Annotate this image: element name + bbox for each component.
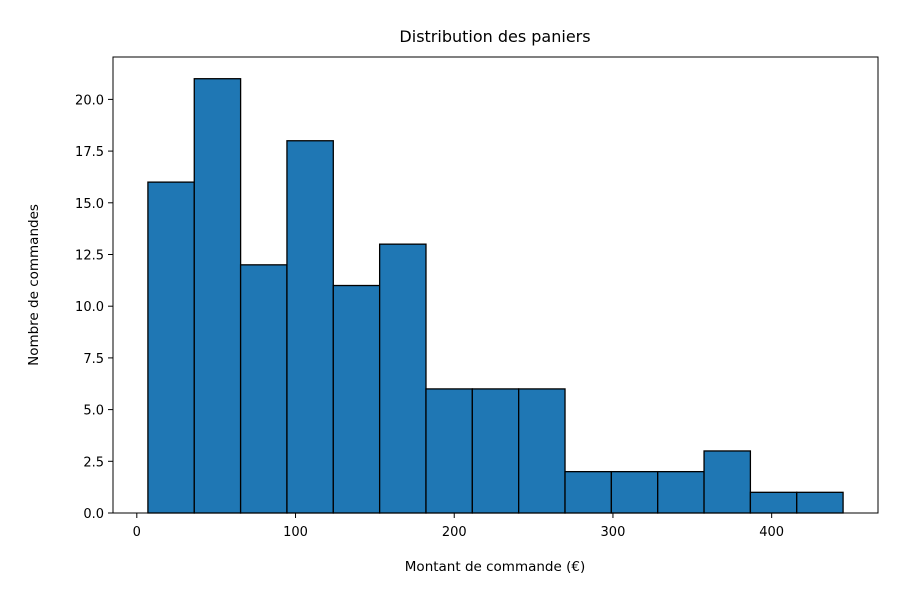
histogram-bar bbox=[147, 181, 195, 514]
histogram-bar bbox=[703, 450, 752, 514]
y-tick-label: 15.0 bbox=[75, 197, 104, 212]
histogram-bar bbox=[332, 284, 381, 514]
y-tick-label: 5.0 bbox=[83, 404, 104, 419]
histogram-bar bbox=[749, 491, 798, 514]
histogram-bar bbox=[239, 264, 288, 514]
plot-frame bbox=[112, 56, 879, 514]
y-tick-label: 0.0 bbox=[83, 507, 104, 522]
y-tick-label: 7.5 bbox=[83, 352, 104, 367]
histogram-bar bbox=[425, 388, 473, 514]
y-tick-label: 20.0 bbox=[75, 93, 104, 108]
y-tick-label: 10.0 bbox=[75, 300, 104, 315]
chart-title: Distribution des paniers bbox=[399, 27, 590, 46]
y-axis-label: Nombre de commandes bbox=[26, 204, 42, 366]
bars-group bbox=[147, 78, 844, 514]
x-tick-label: 300 bbox=[601, 525, 626, 540]
histogram-bar bbox=[610, 470, 659, 514]
x-axis-ticks: 0 100 200 300 400 bbox=[133, 513, 784, 540]
histogram-bar bbox=[518, 388, 566, 514]
y-axis-ticks: 0.0 2.5 5.0 7.5 10.0 12.5 15.0 17.5 20.0 bbox=[75, 93, 113, 522]
x-tick-label: 200 bbox=[442, 525, 467, 540]
histogram-bar bbox=[471, 388, 520, 514]
histogram-bar bbox=[796, 491, 844, 514]
x-tick-label: 100 bbox=[283, 525, 308, 540]
histogram-bar bbox=[657, 470, 705, 514]
x-tick-label: 0 bbox=[133, 525, 141, 540]
x-axis-label: Montant de commande (€) bbox=[405, 559, 585, 575]
x-tick-label: 400 bbox=[759, 525, 784, 540]
histogram-bar bbox=[193, 78, 242, 514]
y-tick-label: 2.5 bbox=[83, 455, 104, 470]
y-tick-label: 17.5 bbox=[75, 145, 104, 160]
histogram-bar bbox=[378, 243, 427, 514]
histogram-bar bbox=[564, 470, 613, 514]
histogram-bar bbox=[286, 140, 334, 514]
y-tick-label: 12.5 bbox=[75, 248, 104, 263]
